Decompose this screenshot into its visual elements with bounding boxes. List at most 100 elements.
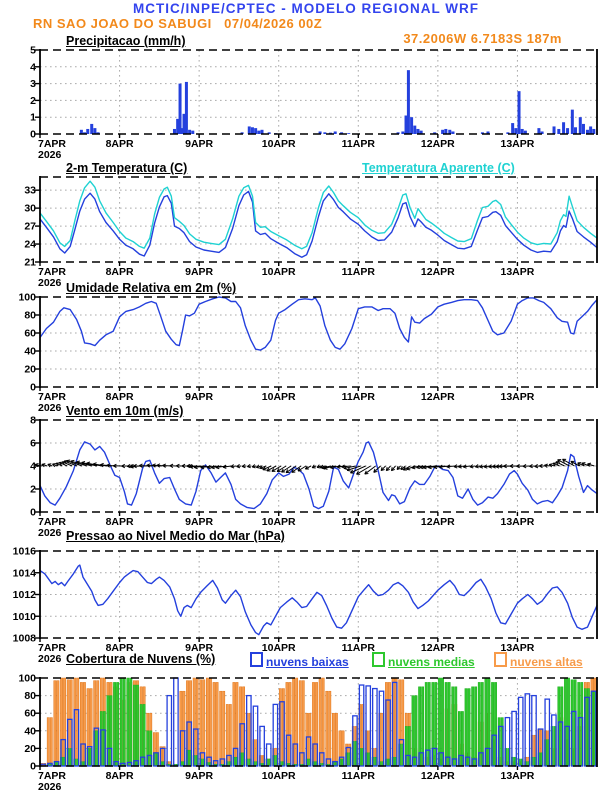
station-run-line: RN SAO JOAO DO SABUGI 07/04/2026 00Z [33, 16, 322, 31]
precip-ytick-label: 4 [30, 61, 36, 73]
rh-chart: 0 20 40 60 80 100 7APR 8APR 9APR 10APR 11APR 12APR 1… [18, 292, 598, 414]
wind-xtick-label: 8APR [106, 516, 134, 528]
rh-ytick-label: 20 [24, 364, 36, 376]
wind-xtick-label: 13APR [500, 516, 534, 528]
precip-xtick-label: 10APR [262, 138, 296, 150]
pres-xtick-label: 9APR [185, 642, 213, 654]
rh-year-label: 2026 [38, 402, 62, 414]
cloud-xtick-label: 13APR [500, 770, 534, 782]
temp-chart: 21 24 27 30 33 7APR 8APR 9APR 10APR 11APR 12APR 13A… [24, 176, 598, 289]
temp-xtick-label: 12APR [421, 266, 455, 278]
temp-ytick-label: 30 [24, 203, 36, 215]
precip-ytick-label: 3 [30, 78, 36, 90]
pres-ytick-label: 1012 [13, 589, 37, 601]
humidity-title: Umidade Relativa em 2m (%) [66, 281, 237, 295]
apparent-temp-title: Temperatura Aparente (C) [362, 161, 515, 175]
pres-xtick-label: 13APR [500, 642, 534, 654]
precip-xtick-label: 9APR [185, 138, 213, 150]
precip-xtick-label: 12APR [421, 138, 455, 150]
pres-ytick-label: 1010 [13, 611, 37, 623]
cloud-chart: 0 20 40 60 80 100 7APR 8APR 9APR 10APR 11APR 12APR 1… [18, 673, 598, 792]
cloud-ytick-label: 0 [30, 761, 36, 773]
precip-ytick-label: 0 [30, 129, 36, 141]
rh-xtick-label: 9APR [185, 391, 213, 403]
temp-xtick-label: 7APR [38, 266, 66, 278]
rh-xtick-label: 12APR [421, 391, 455, 403]
pres-xtick-label: 10APR [262, 642, 296, 654]
legend-nuvens-baixas: nuvens baixas [250, 652, 349, 669]
rh-xtick-label: 13APR [500, 391, 534, 403]
precip-xtick-label: 11APR [342, 138, 376, 150]
temp-ytick-label: 27 [24, 221, 36, 233]
precip-xtick-label: 13APR [500, 138, 534, 150]
precip-title: Precipitacao (mm/h) [66, 34, 186, 48]
wind-xtick-label: 7APR [38, 516, 66, 528]
legend-nuvens-medias: nuvens medias [372, 652, 475, 669]
precip-year-label: 2026 [38, 149, 62, 161]
pres-ytick-label: 1016 [13, 546, 37, 558]
high-cloud-swatch-icon [494, 652, 507, 667]
pres-year-label: 2026 [38, 653, 62, 665]
temp-xtick-label: 11APR [342, 266, 376, 278]
wind-xtick-label: 12APR [421, 516, 455, 528]
temp-xtick-label: 8APR [106, 266, 134, 278]
rh-ytick-label: 80 [24, 310, 36, 322]
wind-ytick-label: 2 [30, 484, 36, 496]
rh-xtick-label: 7APR [38, 391, 66, 403]
pres-xtick-label: 7APR [38, 642, 66, 654]
temp-xtick-label: 10APR [262, 266, 296, 278]
coords-label: 37.2006W 6.7183S 187m [403, 31, 562, 46]
wind-year-label: 2026 [38, 527, 62, 539]
rh-xtick-label: 11APR [342, 391, 376, 403]
legend-nuvens-altas: nuvens altas [494, 652, 583, 669]
pres-xtick-label: 12APR [421, 642, 455, 654]
pres-chart: 1008 1010 1012 1014 1016 7APR 8APR 9APR 10APR 11A… [13, 546, 598, 665]
precip-ytick-label: 2 [30, 95, 36, 107]
cloud-xtick-label: 7APR [38, 770, 66, 782]
cloud-ytick-label: 20 [24, 743, 36, 755]
precip-chart: 0 1 2 3 4 5 7APR 8APR 9APR 10APR 11APR 12APR 13APR 20… [30, 45, 598, 161]
cloud-xtick-label: 9APR [185, 770, 213, 782]
precip-ytick-label: 5 [30, 45, 36, 57]
temp-ytick-label: 21 [24, 257, 36, 269]
cloud-ytick-label: 40 [24, 725, 36, 737]
low-cloud-swatch-icon [250, 652, 263, 667]
station-name: RN SAO JOAO DO SABUGI [33, 16, 212, 31]
wind-ytick-label: 6 [30, 438, 36, 450]
wind-title: Vento em 10m (m/s) [66, 404, 184, 418]
precip-ytick-label: 1 [30, 112, 36, 124]
wind-chart: 0 2 4 6 8 7APR 8APR 9APR 10APR 11APR 12APR 13APR 202… [30, 415, 598, 539]
temp-title: 2-m Temperatura (C) [66, 161, 188, 175]
pres-ytick-label: 1008 [13, 633, 37, 645]
rh-ytick-label: 0 [30, 382, 36, 394]
cloud-xtick-label: 11APR [342, 770, 376, 782]
wind-xtick-label: 10APR [262, 516, 296, 528]
temp-xtick-label: 13APR [500, 266, 534, 278]
run-datetime: 07/04/2026 00Z [224, 16, 323, 31]
pres-ytick-label: 1014 [13, 567, 37, 579]
rh-ytick-label: 60 [24, 328, 36, 340]
cloud-year-label: 2026 [38, 781, 62, 792]
pres-xtick-label: 11APR [342, 642, 376, 654]
mid-cloud-swatch-icon [372, 652, 385, 667]
temp-ytick-label: 24 [24, 239, 36, 251]
temp-ytick-label: 33 [24, 185, 36, 197]
cloud-ytick-label: 80 [24, 690, 36, 702]
pres-xtick-label: 8APR [106, 642, 134, 654]
cloud-title: Cobertura de Nuvens (%) [66, 652, 216, 666]
cloud-xtick-label: 10APR [262, 770, 296, 782]
cloud-xtick-label: 12APR [421, 770, 455, 782]
rh-xtick-label: 8APR [106, 391, 134, 403]
pressure-title: Pressao ao Nivel Medio do Mar (hPa) [66, 529, 285, 543]
wind-xtick-label: 9APR [185, 516, 213, 528]
wind-ytick-label: 8 [30, 415, 36, 427]
wind-ytick-label: 4 [30, 461, 36, 473]
precip-xtick-label: 8APR [106, 138, 134, 150]
wind-xtick-label: 11APR [342, 516, 376, 528]
page-title: MCTIC/INPE/CPTEC - MODELO REGIONAL WRF [133, 1, 479, 16]
cloud-ytick-label: 100 [18, 673, 36, 685]
cloud-ytick-label: 60 [24, 708, 36, 720]
rh-xtick-label: 10APR [262, 391, 296, 403]
